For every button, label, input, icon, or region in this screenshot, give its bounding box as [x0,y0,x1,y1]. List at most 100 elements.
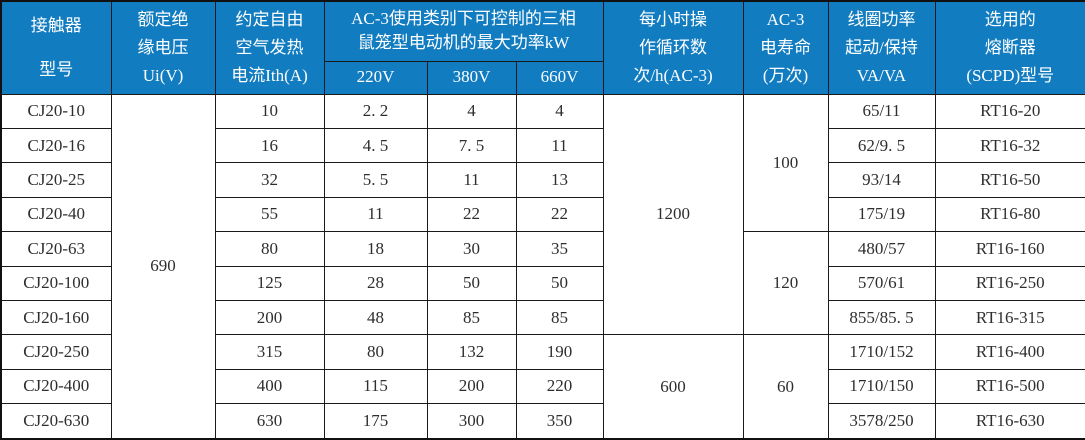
model-cell: CJ20-630 [0,403,112,440]
table-row: CJ20-400 400 115 200 220 1710/150 RT16-500 [0,368,1085,405]
table-row: CJ20-40 55 11 22 22 175/19 RT16-80 [0,196,1085,233]
table-row: CJ20-100 125 28 50 50 570/61 RT16-250 [0,265,1085,301]
coil-power-cell: 1710/150 [827,368,936,405]
power-220v-cell: 80 [323,334,428,370]
thermal-current-cell: 200 [214,299,325,336]
coil-power-cell: 65/11 [827,93,936,129]
power-660v-cell: 350 [515,403,604,440]
thermal-current-cell: 80 [214,231,325,267]
table-row: CJ20-10 690 10 2. 2 4 4 1200 100 65/11 RT16-20 [0,93,1085,440]
power-380v-cell: 132 [426,334,517,370]
power-220v-cell: 115 [323,368,428,405]
table-row: CJ20-250 315 80 132 190 600 60 1710/152 RT16-400 [0,334,1085,440]
power-660v-cell: 50 [515,265,604,301]
coil-power-cell: 62/9. 5 [827,127,936,164]
power-380v-cell: 7. 5 [426,127,517,164]
coil-power-cell: 480/57 [827,231,936,267]
fuse-type-cell: RT16-250 [934,265,1085,301]
operating-cycles-cell: 1200 [602,93,744,336]
coil-power-cell: 1710/152 [827,334,936,370]
spec-table-body: CJ20-10 690 10 2. 2 4 4 1200 100 65/11 RT16-20 CJ2… [0,93,1085,440]
header-insulation-voltage: 额定绝 缘电压 Ui(V) [110,0,216,95]
coil-power-cell: 3578/250 [827,403,936,440]
thermal-current-cell: 125 [214,265,325,301]
electrical-life-cell: 60 [742,334,829,440]
model-cell: CJ20-63 [0,231,112,267]
thermal-current-cell: 55 [214,196,325,233]
thermal-current-cell: 400 [214,368,325,405]
power-380v-cell: 300 [426,403,517,440]
power-380v-cell: 50 [426,265,517,301]
model-cell: CJ20-16 [0,127,112,164]
header-contactor-model: 接触器 型号 [0,0,112,95]
coil-power-cell: 570/61 [827,265,936,301]
fuse-type-cell: RT16-400 [934,334,1085,370]
header-max-power-group: AC-3使用类别下可控制的三相 鼠笼型电动机的最大功率kW [323,0,604,62]
thermal-current-cell: 630 [214,403,325,440]
header-380v: 380V [426,60,517,95]
power-220v-cell: 175 [323,403,428,440]
header-fuse-type: 选用的 熔断器 (SCPD)型号 [934,0,1085,95]
fuse-type-cell: RT16-630 [934,403,1085,440]
thermal-current-cell: 10 [214,93,325,129]
power-660v-cell: 35 [515,231,604,267]
thermal-current-cell: 315 [214,334,325,370]
fuse-type-cell: RT16-315 [934,299,1085,336]
fuse-type-cell: RT16-80 [934,196,1085,233]
fuse-type-cell: RT16-50 [934,162,1085,198]
thermal-current-cell: 16 [214,127,325,164]
power-660v-cell: 4 [515,93,604,129]
model-cell: CJ20-40 [0,196,112,233]
coil-power-cell: 855/85. 5 [827,299,936,336]
operating-cycles-cell: 600 [602,334,744,440]
insulation-voltage-cell: 690 [110,93,216,440]
fuse-type-cell: RT16-500 [934,368,1085,405]
table-row: CJ20-630 630 175 300 350 3578/250 RT16-630 [0,403,1085,440]
model-cell: CJ20-400 [0,368,112,405]
power-220v-cell: 2. 2 [323,93,428,129]
power-380v-cell: 22 [426,196,517,233]
power-660v-cell: 11 [515,127,604,164]
coil-power-cell: 175/19 [827,196,936,233]
electrical-life-cell: 100 [742,93,829,233]
power-220v-cell: 28 [323,265,428,301]
power-380v-cell: 85 [426,299,517,336]
coil-power-cell: 93/14 [827,162,936,198]
model-cell: CJ20-10 [0,93,112,129]
table-row: CJ20-63 80 18 30 35 120 480/57 RT16-160 [0,231,1085,336]
power-380v-cell: 11 [426,162,517,198]
electrical-life-cell: 120 [742,231,829,336]
power-660v-cell: 85 [515,299,604,336]
table-row: CJ20-16 16 4. 5 7. 5 11 62/9. 5 RT16-32 [0,127,1085,164]
model-cell: CJ20-100 [0,265,112,301]
model-cell: CJ20-160 [0,299,112,336]
power-660v-cell: 13 [515,162,604,198]
header-thermal-current: 约定自由 空气发热 电流Ith(A) [214,0,325,95]
power-220v-cell: 11 [323,196,428,233]
header-660v: 660V [515,60,604,95]
table-header: 接触器 型号 额定绝 缘电压 Ui(V) 约定自由 空气发热 电流Ith(A) … [0,0,1085,95]
fuse-type-cell: RT16-32 [934,127,1085,164]
power-220v-cell: 4. 5 [323,127,428,164]
header-operating-cycles: 每小时操 作循环数 次/h(AC-3) [602,0,744,95]
thermal-current-cell: 32 [214,162,325,198]
power-380v-cell: 200 [426,368,517,405]
power-380v-cell: 4 [426,93,517,129]
power-660v-cell: 220 [515,368,604,405]
table-row: CJ20-25 32 5. 5 11 13 93/14 RT16-50 [0,162,1085,198]
power-660v-cell: 190 [515,334,604,370]
power-380v-cell: 30 [426,231,517,267]
power-220v-cell: 48 [323,299,428,336]
header-electrical-life: AC-3 电寿命 (万次) [742,0,829,95]
fuse-type-cell: RT16-20 [934,93,1085,129]
power-220v-cell: 18 [323,231,428,267]
header-coil-power: 线圈功率 起动/保持 VA/VA [827,0,936,95]
table-row: CJ20-160 200 48 85 85 855/85. 5 RT16-315 [0,299,1085,336]
header-220v: 220V [323,60,428,95]
fuse-type-cell: RT16-160 [934,231,1085,267]
model-cell: CJ20-250 [0,334,112,370]
power-660v-cell: 22 [515,196,604,233]
power-220v-cell: 5. 5 [323,162,428,198]
model-cell: CJ20-25 [0,162,112,198]
